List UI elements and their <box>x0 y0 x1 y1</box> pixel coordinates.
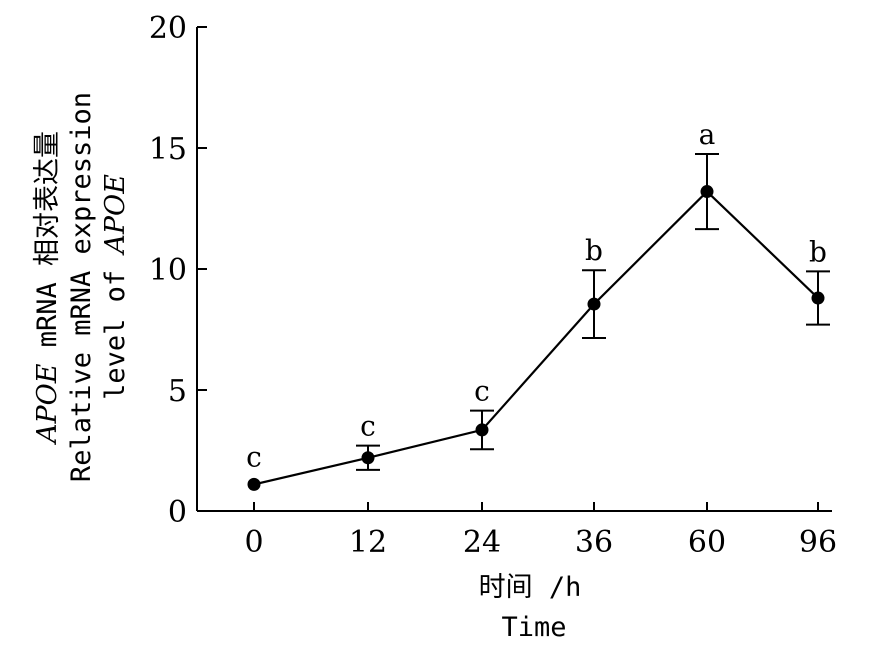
y-axis-label-cn: mRNA 相对表达量 <box>32 131 63 364</box>
y-axis-label-line1: APOE mRNA 相对表达量 <box>32 131 63 446</box>
x-tick-label: 60 <box>688 525 726 560</box>
y-tick-label: 0 <box>168 495 187 530</box>
x-tick-label: 36 <box>575 525 613 560</box>
data-point <box>247 477 261 491</box>
x-tick-label: 12 <box>349 525 387 560</box>
y-tick-label: 10 <box>149 253 187 288</box>
axes <box>196 27 832 512</box>
data-point <box>811 291 825 305</box>
x-tick-label: 96 <box>799 525 837 560</box>
data-point <box>361 451 375 465</box>
significance-letter: b <box>809 235 827 268</box>
data-point <box>587 297 601 311</box>
x-axis-ticks: 0 12 24 36 60 96 <box>244 502 837 560</box>
y-axis-label-gene: APOE <box>32 363 63 446</box>
y-axis-label-level: level of <box>100 254 131 400</box>
significance-letter: a <box>699 118 716 151</box>
significance-letter: c <box>246 440 262 473</box>
series-polyline <box>253 190 819 486</box>
data-point <box>475 423 489 437</box>
series-line: c c c b a b <box>246 118 830 491</box>
y-axis-label-gene-2: APOE <box>100 174 131 257</box>
significance-letter: c <box>474 375 490 408</box>
significance-letter: c <box>360 410 376 443</box>
data-point <box>700 185 714 199</box>
y-axis-ticks: 0 5 10 15 20 <box>149 11 207 530</box>
x-tick-label: 24 <box>463 525 501 560</box>
y-axis-label-line2: Relative mRNA expression <box>66 92 97 482</box>
x-axis-label-cn: 时间 /h <box>479 572 582 603</box>
x-tick-label: 0 <box>244 525 263 560</box>
x-axis-label-en: Time <box>501 612 566 643</box>
significance-letter: b <box>585 234 603 267</box>
y-axis-label: APOE mRNA 相对表达量 Relative mRNA expression… <box>32 92 131 482</box>
y-tick-label: 15 <box>149 132 187 167</box>
y-tick-label: 5 <box>168 374 187 409</box>
y-axis-label-line3: level of APOE <box>100 174 131 400</box>
y-tick-label: 20 <box>149 11 187 46</box>
